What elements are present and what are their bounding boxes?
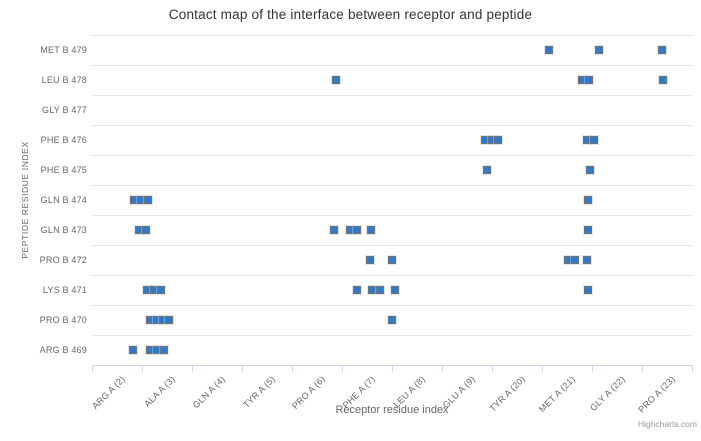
contact-point[interactable]	[659, 76, 667, 84]
y-axis-label: LYS B 471	[42, 285, 87, 295]
contact-point[interactable]	[595, 46, 603, 54]
contact-point[interactable]	[583, 256, 591, 264]
gridline	[92, 125, 692, 126]
contact-point[interactable]	[391, 286, 399, 294]
x-axis-label: GLY A (22)	[588, 374, 628, 414]
x-axis-label: TYR A (20)	[487, 374, 528, 414]
contact-point[interactable]	[367, 226, 375, 234]
plot-area	[92, 35, 692, 365]
y-axis-label: ARG B 469	[39, 345, 87, 355]
contact-point[interactable]	[586, 166, 594, 174]
contact-point[interactable]	[483, 166, 491, 174]
y-axis-label: PHE B 475	[40, 165, 87, 175]
contact-point[interactable]	[353, 226, 361, 234]
y-axis-label: MET B 479	[40, 45, 87, 55]
gridline	[92, 305, 692, 306]
x-axis-label: ARG A (2)	[90, 374, 128, 412]
gridline	[92, 215, 692, 216]
contact-point[interactable]	[388, 316, 396, 324]
x-axis-title: Receptor residue index	[335, 404, 449, 416]
x-axis-tick	[592, 366, 593, 372]
contact-point[interactable]	[353, 286, 361, 294]
x-axis-tick	[392, 366, 393, 372]
x-axis-tick	[192, 366, 193, 372]
gridline	[92, 185, 692, 186]
contact-point[interactable]	[368, 286, 376, 294]
x-axis-label: ALA A (3)	[142, 374, 178, 409]
highcharts-credit-link[interactable]: Highcharts.com	[637, 419, 697, 429]
y-axis-label: PRO B 472	[39, 255, 87, 265]
y-axis-label: GLN B 473	[40, 225, 87, 235]
contact-point[interactable]	[585, 76, 593, 84]
y-axis-label: PRO B 470	[39, 315, 87, 325]
x-axis-tick	[492, 366, 493, 372]
x-axis-tick	[142, 366, 143, 372]
x-axis-tick	[542, 366, 543, 372]
x-axis-tick	[242, 366, 243, 372]
x-axis-tick	[692, 366, 693, 372]
chart-title: Contact map of the interface between rec…	[168, 7, 533, 22]
contact-point[interactable]	[584, 196, 592, 204]
gridline	[92, 35, 692, 36]
contact-point[interactable]	[332, 76, 340, 84]
contact-point[interactable]	[388, 256, 396, 264]
gridline	[92, 275, 692, 276]
contact-point[interactable]	[165, 316, 173, 324]
contact-point[interactable]	[330, 226, 338, 234]
x-axis-tick	[342, 366, 343, 372]
x-axis-tick	[92, 366, 93, 372]
contact-point[interactable]	[494, 136, 502, 144]
contact-point[interactable]	[584, 286, 592, 294]
x-axis-tick	[292, 366, 293, 372]
contact-point[interactable]	[376, 286, 384, 294]
gridline	[92, 65, 692, 66]
x-axis-label: GLN A (4)	[190, 374, 228, 411]
gridline	[92, 245, 692, 246]
contact-point[interactable]	[658, 46, 666, 54]
x-axis-label: TYR A (5)	[241, 374, 278, 410]
contact-point[interactable]	[157, 286, 165, 294]
gridline	[92, 95, 692, 96]
contact-point[interactable]	[571, 256, 579, 264]
x-axis-label: MET A (21)	[536, 374, 578, 415]
y-axis-label: PHE B 476	[40, 135, 87, 145]
x-axis-line	[92, 365, 693, 366]
y-axis-label: GLN B 474	[40, 195, 87, 205]
y-axis-label: LEU B 478	[41, 75, 87, 85]
x-axis-tick	[442, 366, 443, 372]
x-axis-tick	[642, 366, 643, 372]
contact-point[interactable]	[144, 196, 152, 204]
contact-point[interactable]	[142, 226, 150, 234]
gridline	[92, 335, 692, 336]
contact-point[interactable]	[160, 346, 168, 354]
y-axis-label: GLY B 477	[42, 105, 87, 115]
gridline	[92, 155, 692, 156]
contact-point[interactable]	[366, 256, 374, 264]
contact-point[interactable]	[584, 226, 592, 234]
x-axis-label: PRO A (23)	[636, 374, 678, 415]
contact-point[interactable]	[590, 136, 598, 144]
x-axis-label: PRO A (6)	[290, 374, 328, 412]
contact-point[interactable]	[129, 346, 137, 354]
contact-point[interactable]	[545, 46, 553, 54]
